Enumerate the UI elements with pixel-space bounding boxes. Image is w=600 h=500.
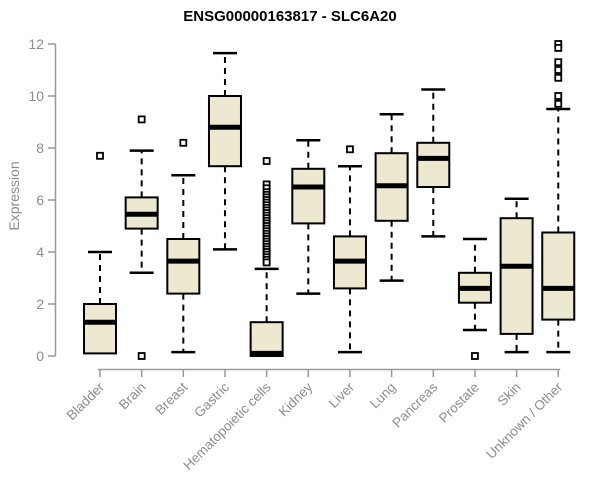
outlier-point [137, 352, 146, 360]
box [416, 141, 451, 189]
outlier-point [471, 352, 479, 360]
box [207, 95, 242, 168]
outlier-point [262, 157, 271, 165]
outlier-point [346, 145, 354, 154]
outlier-point [179, 138, 188, 147]
box [83, 303, 117, 355]
boxplot-gastric [207, 51, 242, 251]
boxplot-liver [332, 145, 367, 354]
x-tick-label-liver: Liver [326, 379, 358, 411]
outlier-point [554, 73, 563, 82]
y-tick-label: 8 [36, 140, 44, 156]
y-tick-label: 4 [36, 244, 44, 260]
boxplot-lung [374, 112, 409, 282]
boxplot-pancreas [416, 88, 451, 238]
boxplot-kidney [291, 138, 326, 295]
boxplot-hematopoietic-cells [249, 157, 284, 358]
outlier-point [554, 92, 563, 100]
box [499, 217, 534, 335]
y-tick-label: 10 [28, 88, 44, 104]
x-tick-label-pancreas: Pancreas [389, 379, 440, 430]
box [291, 167, 326, 225]
y-tick-label: 12 [28, 36, 44, 52]
outlier-point [554, 99, 563, 108]
x-tick-label-unknown-other: Unknown / Other [483, 379, 566, 462]
boxplot-brain [124, 115, 159, 360]
x-tick-label-gastric: Gastric [191, 379, 232, 420]
chart-title: ENSG00000163817 - SLC6A20 [183, 8, 397, 25]
outlier-point [137, 115, 146, 124]
y-tick-label: 0 [36, 348, 44, 364]
x-tick-label-breast: Breast [152, 379, 190, 417]
outlier-point [554, 66, 563, 74]
x-tick-label-kidney: Kidney [276, 379, 316, 419]
boxplot-prostate [457, 237, 492, 360]
boxplot-bladder [83, 151, 117, 355]
outlier-point [96, 151, 104, 160]
x-tick-label-brain: Brain [116, 380, 149, 413]
boxplot-breast [166, 138, 201, 354]
box [166, 238, 201, 295]
outlier-point [262, 258, 271, 267]
boxplot-unknown-other [541, 40, 576, 354]
outlier-point [554, 58, 563, 67]
x-tick-label-bladder: Bladder [64, 379, 108, 423]
box [249, 321, 284, 358]
box [541, 231, 576, 321]
x-tick-label-prostate: Prostate [436, 380, 482, 426]
y-tick-label: 2 [36, 296, 44, 312]
y-tick-label: 6 [36, 192, 44, 208]
x-tick-label-lung: Lung [367, 380, 399, 412]
outlier-point [554, 44, 563, 52]
x-tick-label-skin: Skin [495, 380, 524, 409]
boxplot-skin [499, 197, 534, 354]
y-axis: 0 2 4 6 8 10 12 [28, 36, 57, 364]
